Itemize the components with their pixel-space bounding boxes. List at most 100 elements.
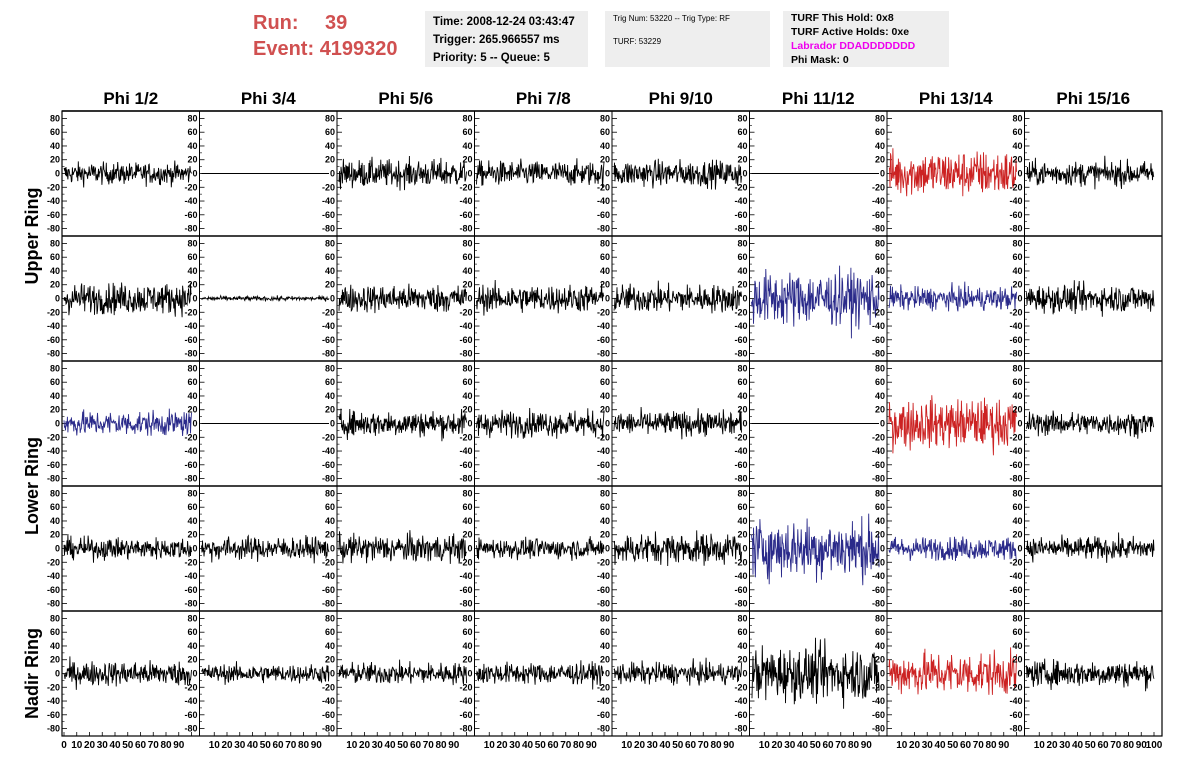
waveform-trace [751, 265, 880, 339]
y-tick-label: -40 [47, 446, 60, 456]
x-tick-label: 90 [723, 740, 735, 751]
column-header: Phi 13/14 [919, 89, 993, 108]
y-tick-label: 0 [467, 669, 472, 679]
y-tick-label: 20 [462, 655, 472, 665]
y-tick-label: -20 [734, 307, 747, 317]
y-tick-label: 0 [1017, 544, 1022, 554]
y-tick-label: -40 [459, 446, 472, 456]
y-tick-label: -60 [872, 460, 885, 470]
x-tick-label: 30 [509, 740, 521, 751]
y-tick-label: -80 [184, 349, 197, 359]
waveform-trace [613, 657, 742, 686]
x-tick-label: 50 [535, 740, 547, 751]
x-tick-label: 20 [84, 740, 96, 751]
labrador-text: Labrador DDADDDDDDD [791, 40, 916, 52]
y-tick-label: -40 [872, 321, 885, 331]
y-tick-label: -60 [597, 210, 610, 220]
y-tick-label: 60 [50, 377, 60, 387]
y-tick-label: -40 [872, 571, 885, 581]
x-tick-label: 20 [771, 740, 783, 751]
column-header: Phi 11/12 [782, 89, 855, 108]
y-tick-label: 0 [330, 169, 335, 179]
y-tick-label: 60 [875, 252, 885, 262]
y-tick-label: 60 [737, 127, 747, 137]
y-tick-label: -60 [47, 335, 60, 345]
y-tick-label: 80 [737, 488, 747, 498]
y-tick-label: -40 [184, 571, 197, 581]
y-tick-label: -20 [872, 182, 885, 192]
y-tick-label: 20 [875, 530, 885, 540]
y-tick-label: -20 [184, 432, 197, 442]
x-tick-label: 60 [822, 740, 834, 751]
x-tick-label: 30 [922, 740, 934, 751]
x-tick-label: 60 [547, 740, 559, 751]
y-tick-label: -40 [322, 446, 335, 456]
y-tick-label: 40 [325, 391, 335, 401]
y-tick-label: -80 [734, 474, 747, 484]
column-header: Phi 15/16 [1056, 89, 1130, 108]
x-tick-label: 80 [435, 740, 447, 751]
phi-mask-text: Phi Mask: 0 [791, 54, 849, 66]
y-tick-label: -60 [184, 335, 197, 345]
y-tick-label: 80 [50, 113, 60, 123]
y-tick-label: -80 [47, 474, 60, 484]
y-tick-label: -60 [872, 210, 885, 220]
x-tick-label: 10 [759, 740, 771, 751]
y-tick-label: -80 [1009, 474, 1022, 484]
y-tick-label: 60 [325, 252, 335, 262]
y-tick-label: 80 [462, 113, 472, 123]
x-tick-label: 70 [423, 740, 435, 751]
y-tick-label: 80 [50, 613, 60, 623]
y-tick-label: 60 [875, 502, 885, 512]
trigger-text: Trigger: 265.966557 ms [433, 34, 560, 46]
x-tick-label: 70 [698, 740, 710, 751]
waveform-trace [201, 661, 330, 685]
y-tick-label: 40 [50, 516, 60, 526]
y-tick-label: 20 [875, 280, 885, 290]
y-tick-label: -60 [734, 335, 747, 345]
y-tick-label: -60 [597, 710, 610, 720]
waveform-trace [888, 395, 1017, 456]
y-tick-label: 0 [1017, 294, 1022, 304]
y-tick-label: -20 [1009, 682, 1022, 692]
x-tick-label: 50 [1085, 740, 1097, 751]
y-tick-label: 80 [737, 113, 747, 123]
y-tick-label: -60 [322, 335, 335, 345]
x-tick-label: 50 [260, 740, 272, 751]
y-tick-label: -60 [872, 335, 885, 345]
y-tick-label: -40 [322, 196, 335, 206]
waveform-trace [888, 281, 1017, 312]
y-tick-label: -40 [1009, 446, 1022, 456]
y-tick-label: -40 [597, 321, 610, 331]
y-tick-label: 60 [600, 127, 610, 137]
y-tick-label: 20 [600, 280, 610, 290]
y-tick-label: 20 [325, 280, 335, 290]
y-tick-label: 20 [737, 405, 747, 415]
y-tick-label: 60 [462, 502, 472, 512]
y-tick-label: 0 [467, 294, 472, 304]
y-tick-label: 0 [605, 544, 610, 554]
y-tick-label: -60 [47, 710, 60, 720]
y-tick-label: -20 [734, 432, 747, 442]
waveform-trace [613, 280, 742, 314]
y-tick-label: 60 [50, 627, 60, 637]
y-tick-label: 0 [55, 419, 60, 429]
y-tick-label: -20 [1009, 432, 1022, 442]
x-tick-label: 10 [484, 740, 496, 751]
y-tick-label: -60 [734, 210, 747, 220]
y-tick-label: -80 [459, 599, 472, 609]
y-tick-label: 20 [50, 280, 60, 290]
y-tick-label: -20 [322, 432, 335, 442]
y-tick-label: 20 [737, 530, 747, 540]
y-tick-label: -40 [184, 321, 197, 331]
y-tick-label: 20 [1012, 530, 1022, 540]
y-tick-label: 20 [462, 530, 472, 540]
y-tick-label: 80 [187, 363, 197, 373]
y-tick-label: 80 [737, 613, 747, 623]
x-tick-label: 10 [209, 740, 221, 751]
y-tick-label: 80 [737, 363, 747, 373]
column-header: Phi 5/6 [378, 89, 433, 108]
y-tick-label: -80 [872, 599, 885, 609]
y-tick-label: 0 [742, 669, 747, 679]
